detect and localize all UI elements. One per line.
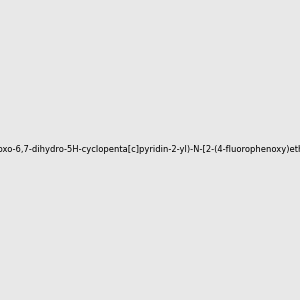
Text: 2-(4-cyano-3-oxo-6,7-dihydro-5H-cyclopenta[c]pyridin-2-yl)-N-[2-(4-fluorophenoxy: 2-(4-cyano-3-oxo-6,7-dihydro-5H-cyclopen… (0, 146, 300, 154)
